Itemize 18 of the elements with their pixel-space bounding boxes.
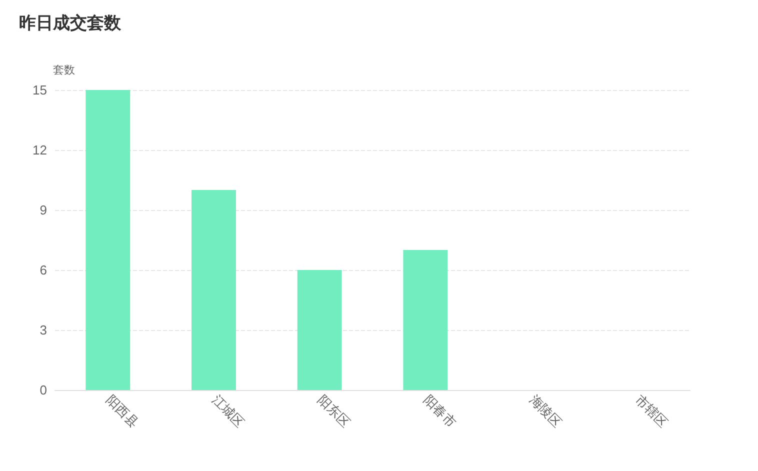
bar (297, 270, 342, 390)
bar (86, 90, 130, 390)
y-tick-label: 6 (40, 262, 47, 278)
chart-title: 昨日成交套数 (19, 14, 122, 34)
y-tick-label: 0 (40, 382, 47, 398)
bar (192, 190, 236, 390)
bar (403, 250, 448, 390)
x-tick-label: 海陵区 (526, 392, 564, 431)
y-tick-label: 9 (40, 202, 47, 218)
y-axis-title: 套数 (53, 64, 75, 76)
x-tick-label: 阳东区 (314, 392, 352, 431)
x-tick-label: 市辖区 (632, 392, 670, 431)
y-tick-label: 12 (32, 142, 47, 158)
y-tick-label: 3 (40, 322, 47, 338)
x-tick-label: 阳西县 (102, 392, 141, 431)
y-tick-label: 15 (32, 82, 47, 98)
x-tick-label: 阳春市 (420, 392, 458, 431)
x-tick-label: 江城区 (208, 392, 247, 431)
